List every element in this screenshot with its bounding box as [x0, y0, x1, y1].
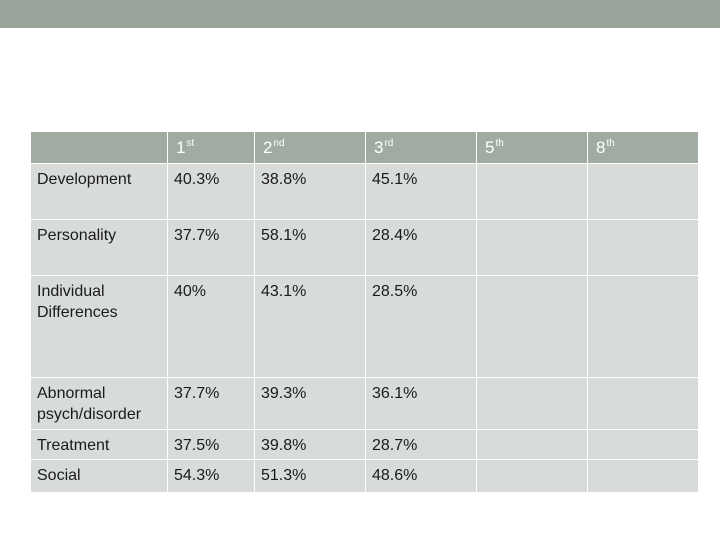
- header-5th-suffix: th: [495, 137, 504, 149]
- header-2nd: 2nd: [254, 131, 366, 164]
- table-cell: 28.7%: [365, 429, 477, 460]
- header-1st-suffix: st: [186, 137, 195, 149]
- header-2nd-suffix: nd: [273, 137, 285, 149]
- header-5th-number: 5: [485, 137, 495, 157]
- table-cell: 45.1%: [365, 163, 477, 220]
- table-row: Individual Differences 40% 43.1% 28.5%: [30, 275, 699, 378]
- header-3rd-number: 3: [374, 137, 384, 157]
- table-cell: 37.5%: [167, 429, 255, 460]
- row-label: Development: [30, 163, 168, 220]
- table-row: Treatment 37.5% 39.8% 28.7%: [30, 429, 699, 460]
- table-cell: [587, 377, 699, 430]
- results-table: 1st 2nd 3rd 5th 8th Development 40.3% 38…: [30, 131, 699, 493]
- table-cell: [587, 459, 699, 493]
- table-row: Abnormal psych/disorder 37.7% 39.3% 36.1…: [30, 377, 699, 430]
- header-5th: 5th: [476, 131, 588, 164]
- table-cell: 28.4%: [365, 219, 477, 276]
- table-cell: 40.3%: [167, 163, 255, 220]
- table-cell: [476, 429, 588, 460]
- table-cell: 58.1%: [254, 219, 366, 276]
- table-row: Social 54.3% 51.3% 48.6%: [30, 459, 699, 493]
- table-cell: [476, 377, 588, 430]
- header-1st-number: 1: [176, 137, 186, 157]
- table-cell: 38.8%: [254, 163, 366, 220]
- row-label: Treatment: [30, 429, 168, 460]
- row-label: Personality: [30, 219, 168, 276]
- table-cell: 37.7%: [167, 377, 255, 430]
- header-8th-number: 8: [596, 137, 606, 157]
- header-8th: 8th: [587, 131, 699, 164]
- table-cell: [476, 163, 588, 220]
- slide-header-bar: [0, 0, 720, 28]
- table-cell: 39.3%: [254, 377, 366, 430]
- header-2nd-number: 2: [263, 137, 273, 157]
- table-cell: [476, 219, 588, 276]
- table-cell: 43.1%: [254, 275, 366, 378]
- table-cell: 37.7%: [167, 219, 255, 276]
- header-1st: 1st: [167, 131, 255, 164]
- header-3rd-suffix: rd: [384, 137, 394, 149]
- header-3rd: 3rd: [365, 131, 477, 164]
- table-cell: 48.6%: [365, 459, 477, 493]
- table-cell: 28.5%: [365, 275, 477, 378]
- table-cell: 51.3%: [254, 459, 366, 493]
- header-row: 1st 2nd 3rd 5th 8th: [30, 131, 699, 164]
- table-cell: [587, 219, 699, 276]
- header-8th-suffix: th: [606, 137, 615, 149]
- header-corner-cell: [30, 131, 168, 164]
- table-cell: 36.1%: [365, 377, 477, 430]
- table-cell: [476, 275, 588, 378]
- table-cell: 54.3%: [167, 459, 255, 493]
- table-row: Personality 37.7% 58.1% 28.4%: [30, 219, 699, 276]
- table-cell: [476, 459, 588, 493]
- table-row: Development 40.3% 38.8% 45.1%: [30, 163, 699, 220]
- row-label: Abnormal psych/disorder: [30, 377, 168, 430]
- table-cell: [587, 429, 699, 460]
- table-cell: 39.8%: [254, 429, 366, 460]
- table-cell: [587, 275, 699, 378]
- table-cell: 40%: [167, 275, 255, 378]
- table-cell: [587, 163, 699, 220]
- row-label: Social: [30, 459, 168, 493]
- row-label: Individual Differences: [30, 275, 168, 378]
